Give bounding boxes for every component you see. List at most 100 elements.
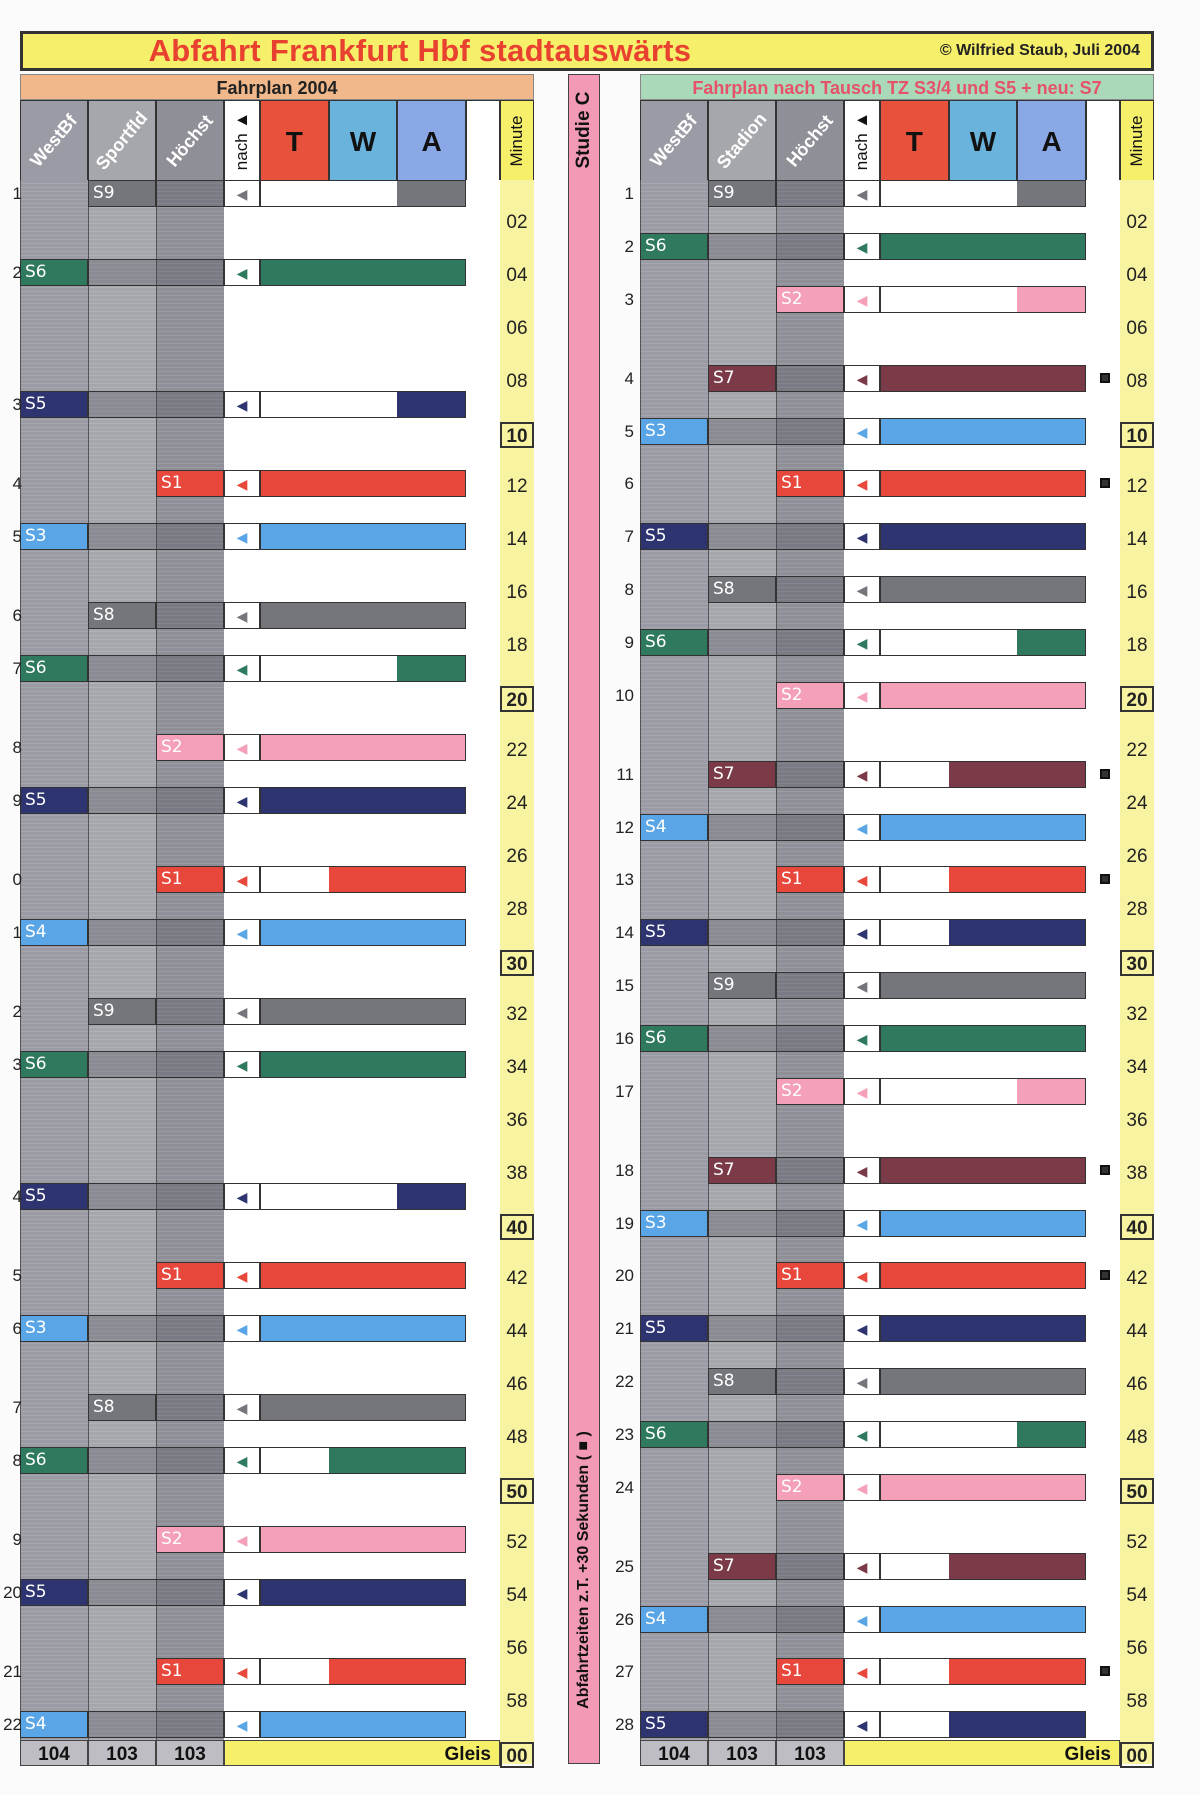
departure-right-s8[interactable]: S8 — [708, 1368, 776, 1395]
departure-left-s1[interactable]: S1 — [156, 470, 224, 498]
departure-right-s9[interactable]: S9 — [708, 180, 776, 207]
departure-left-s4[interactable]: S4 — [20, 919, 88, 947]
departure-left-s1[interactable]: S1 — [156, 1262, 224, 1290]
service-bar-t — [880, 628, 949, 656]
departure-right-s5[interactable]: S5 — [640, 919, 708, 947]
minute-label: 12 — [506, 476, 528, 498]
departure-right-s7[interactable]: S7 — [708, 1552, 776, 1580]
departure-left-s6[interactable]: S6 — [20, 1051, 88, 1079]
row-index: 8 — [624, 580, 634, 599]
gleis-right-0: 104 — [640, 1740, 708, 1766]
departure-left-s1[interactable]: S1 — [156, 866, 224, 894]
departure-connector — [708, 1315, 844, 1343]
service-bar-a — [397, 391, 466, 419]
departure-left-s4[interactable]: S4 — [20, 1711, 88, 1739]
minute-label: 46 — [1126, 1374, 1148, 1395]
departure-right-s2[interactable]: S2 — [776, 285, 844, 313]
departure-right-s7[interactable]: S7 — [708, 364, 776, 392]
departure-right-s5[interactable]: S5 — [640, 523, 708, 551]
departure-right-s6[interactable]: S6 — [640, 232, 708, 260]
departure-right-s4[interactable]: S4 — [640, 813, 708, 841]
departure-right-s1[interactable]: S1 — [776, 1658, 844, 1686]
title-bar — [20, 31, 1154, 71]
departure-left-s5[interactable]: S5 — [20, 787, 88, 815]
departure-right-s6[interactable]: S6 — [640, 628, 708, 656]
departure-right-s1[interactable]: S1 — [776, 1262, 844, 1290]
departure-left-s1[interactable]: S1 — [156, 1658, 224, 1686]
direction-arrow-icon: ◀ — [844, 180, 880, 207]
service-bar-t — [880, 1605, 949, 1633]
direction-arrow-icon: ◀ — [844, 1024, 880, 1052]
departure-right-s8[interactable]: S8 — [708, 576, 776, 603]
service-bar-w — [328, 919, 398, 947]
service-bar-a — [1017, 919, 1086, 947]
service-bar-a — [1017, 1209, 1086, 1237]
direction-arrow-icon: ◀ — [224, 1658, 260, 1686]
row-index: 8 — [12, 738, 22, 758]
service-bar-w — [948, 576, 1018, 603]
service-bar-a — [1017, 972, 1086, 999]
service-bar-w — [328, 998, 398, 1026]
departure-right-s5[interactable]: S5 — [640, 1315, 708, 1343]
service-bar-t — [880, 866, 949, 894]
departure-left-s9[interactable]: S9 — [88, 998, 156, 1026]
departure-left-s8[interactable]: S8 — [88, 602, 156, 630]
departure-right-s2[interactable]: S2 — [776, 1473, 844, 1501]
minute-label: 32 — [1126, 1004, 1148, 1026]
departure-connector — [88, 391, 224, 419]
seconds-marker-icon — [1100, 1270, 1110, 1281]
row-index: 1 — [12, 923, 22, 943]
service-bar-a — [1017, 232, 1086, 260]
service-bar-a — [397, 1183, 466, 1211]
departure-left-s2[interactable]: S2 — [156, 1526, 224, 1554]
departure-left-s3[interactable]: S3 — [20, 523, 88, 551]
departure-right-s9[interactable]: S9 — [708, 972, 776, 999]
departure-right-s6[interactable]: S6 — [640, 1024, 708, 1052]
service-bar-t — [260, 602, 329, 630]
service-bar-t — [880, 1156, 949, 1184]
departure-left-s5[interactable]: S5 — [20, 1183, 88, 1211]
departure-right-s7[interactable]: S7 — [708, 1156, 776, 1184]
row-index: 16 — [615, 1028, 634, 1048]
row-index: 12 — [615, 817, 634, 837]
service-bar-t — [880, 1368, 949, 1395]
departure-right-s1[interactable]: S1 — [776, 866, 844, 894]
minute-label: 00 — [1120, 1741, 1154, 1768]
service-bar-t — [880, 1209, 949, 1237]
service-bar-t — [880, 760, 949, 788]
service-bar-a — [1017, 1605, 1086, 1633]
departure-right-s6[interactable]: S6 — [640, 1420, 708, 1448]
departure-left-s6[interactable]: S6 — [20, 1447, 88, 1475]
departure-right-s3[interactable]: S3 — [640, 1209, 708, 1237]
service-bar-t — [880, 576, 949, 603]
minute-label: 14 — [1126, 529, 1148, 551]
service-bar-t — [880, 972, 949, 999]
departure-right-s7[interactable]: S7 — [708, 760, 776, 788]
minute-label: 30 — [500, 949, 534, 976]
departure-left-s5[interactable]: S5 — [20, 1579, 88, 1607]
departure-right-s4[interactable]: S4 — [640, 1605, 708, 1633]
row-index: 9 — [624, 632, 634, 652]
minute-label: 24 — [1126, 793, 1148, 815]
departure-left-s5[interactable]: S5 — [20, 391, 88, 419]
departure-left-s8[interactable]: S8 — [88, 1394, 156, 1422]
departure-left-s6[interactable]: S6 — [20, 259, 88, 287]
minute-label: 18 — [1126, 634, 1148, 656]
service-bar-a — [1017, 866, 1086, 894]
departure-left-s2[interactable]: S2 — [156, 734, 224, 762]
departure-connector — [88, 1447, 224, 1475]
departure-right-s2[interactable]: S2 — [776, 1077, 844, 1105]
departure-left-s9[interactable]: S9 — [88, 180, 156, 207]
departure-left-s6[interactable]: S6 — [20, 655, 88, 683]
departure-right-s2[interactable]: S2 — [776, 681, 844, 709]
service-bar-t — [880, 285, 949, 313]
departure-right-s1[interactable]: S1 — [776, 470, 844, 498]
departure-left-s3[interactable]: S3 — [20, 1315, 88, 1343]
service-bar-a — [1017, 1368, 1086, 1395]
service-bar-w — [948, 760, 1018, 788]
seconds-marker-icon — [1100, 372, 1110, 383]
departure-right-s3[interactable]: S3 — [640, 417, 708, 445]
header-label: WestBf — [26, 110, 82, 171]
departure-right-s5[interactable]: S5 — [640, 1711, 708, 1739]
service-bar-w — [948, 1473, 1018, 1501]
